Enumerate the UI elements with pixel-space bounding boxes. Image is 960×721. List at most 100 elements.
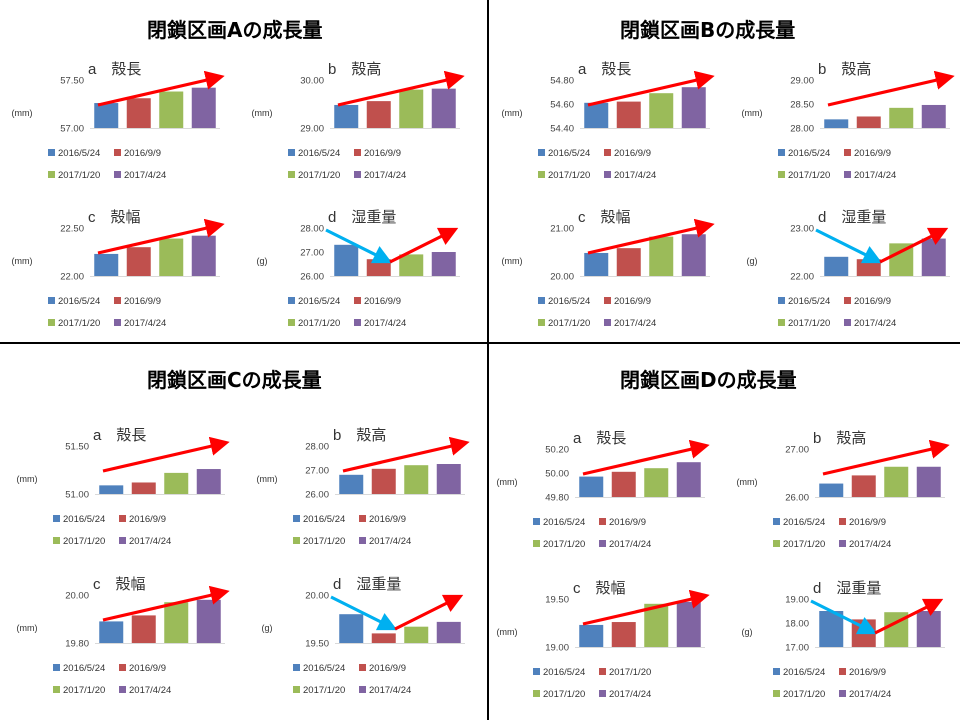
y-tick-label: 29.00 xyxy=(790,76,814,87)
chart-svg: a 殻長 (mm) 50.20 50.00 49.80 2016/5/24 2016/9/9… xyxy=(497,430,710,550)
vertical-divider xyxy=(487,0,489,720)
y-tick-label: 19.50 xyxy=(545,595,569,606)
y-axis-label: (mm) xyxy=(257,474,278,484)
legend-label: 2016/9/9 xyxy=(614,148,651,159)
chart-b-wet-weight: d 湿重量 (g) 23.00 22.00 2016/5/24 2016/9/9 2017/… xyxy=(740,206,960,346)
chart-a-shell-width: c 殻幅 (mm) 22.50 22.00 2016/5/24 2016/9/9 2017/… xyxy=(10,206,240,346)
y-tick-label: 26.00 xyxy=(300,272,324,283)
legend-swatch xyxy=(773,518,780,525)
legend-swatch xyxy=(844,319,851,326)
y-axis-label: (mm) xyxy=(497,627,518,637)
legend-swatch xyxy=(53,515,60,522)
legend-swatch xyxy=(293,686,300,693)
bar-3 xyxy=(164,472,189,494)
legend-label: 2017/4/24 xyxy=(364,318,406,329)
legend-label: 2016/5/24 xyxy=(783,667,825,678)
legend-label: 2017/1/20 xyxy=(303,536,345,547)
bar-1 xyxy=(819,611,844,647)
chart-title: b 殻高 xyxy=(333,427,386,444)
legend-swatch xyxy=(839,690,846,697)
legend-swatch xyxy=(119,664,126,671)
y-axis-label: (mm) xyxy=(502,256,523,266)
legend-swatch xyxy=(599,540,606,547)
bar-2 xyxy=(366,259,391,276)
legend-swatch xyxy=(839,518,846,525)
trend-down-arrow-icon xyxy=(325,228,393,264)
legend-label: 2016/9/9 xyxy=(609,517,646,528)
bar-4 xyxy=(191,87,216,128)
y-tick-label: 22.00 xyxy=(60,272,84,283)
y-tick-label: 23.00 xyxy=(790,224,814,235)
legend-swatch xyxy=(359,515,366,522)
legend-swatch xyxy=(53,686,60,693)
legend-swatch xyxy=(773,540,780,547)
trend-down-arrow-icon xyxy=(815,228,883,264)
y-axis-label: (mm) xyxy=(12,256,33,266)
legend-swatch xyxy=(533,518,540,525)
chart-title: a 殻長 xyxy=(578,61,631,78)
bar-3 xyxy=(884,466,909,497)
legend-label: 2017/1/20 xyxy=(58,318,100,329)
y-tick-label: 27.00 xyxy=(305,466,329,477)
legend-swatch xyxy=(604,171,611,178)
legend-label: 2016/9/9 xyxy=(614,296,651,307)
legend-label: 2016/5/24 xyxy=(303,663,345,674)
trend-up-arrow-icon xyxy=(827,70,955,107)
bar-3 xyxy=(404,465,429,494)
chart-d-shell-length: a 殻長 (mm) 50.20 50.00 49.80 2016/5/24 2016/9/9… xyxy=(495,427,725,567)
legend-swatch xyxy=(538,149,545,156)
legend-label: 2017/4/24 xyxy=(609,539,651,550)
legend-swatch xyxy=(538,297,545,304)
bar-4 xyxy=(916,611,941,647)
legend-swatch xyxy=(114,149,121,156)
trend-up-arrow-icon xyxy=(394,594,464,631)
bar-2 xyxy=(856,116,881,128)
bar-1 xyxy=(94,103,119,128)
bar-1 xyxy=(824,256,849,276)
bar-1 xyxy=(339,474,364,494)
trend-up-arrow-icon xyxy=(97,70,225,107)
chart-svg: c 殻幅 (mm) 22.50 22.00 2016/5/24 2016/9/9 2017/… xyxy=(12,209,225,329)
y-tick-label: 20.00 xyxy=(305,591,329,602)
bar-3 xyxy=(644,468,669,497)
chart-title: b 殻高 xyxy=(818,61,871,78)
y-tick-label: 54.80 xyxy=(550,76,574,87)
y-axis-label: (mm) xyxy=(497,477,518,487)
chart-c-shell-height: b 殻高 (mm) 28.00 27.00 26.00 2016/5/24 2016/9/9… xyxy=(255,424,485,564)
y-tick-label: 19.50 xyxy=(305,639,329,650)
legend-swatch xyxy=(604,319,611,326)
legend-label: 2017/4/24 xyxy=(364,170,406,181)
legend-swatch xyxy=(599,518,606,525)
y-tick-label: 54.60 xyxy=(550,100,574,111)
bar-4 xyxy=(921,104,946,128)
legend-swatch xyxy=(599,690,606,697)
y-tick-label: 26.00 xyxy=(305,490,329,501)
chart-title: c 殻幅 xyxy=(573,580,626,597)
chart-svg: b 殻高 (mm) 30.00 29.00 2016/5/24 2016/9/9 2017/… xyxy=(252,61,465,181)
legend-label: 2016/5/24 xyxy=(548,148,590,159)
legend-label: 2016/9/9 xyxy=(364,296,401,307)
legend-swatch xyxy=(533,690,540,697)
bar-2 xyxy=(126,247,151,276)
y-tick-label: 30.00 xyxy=(300,76,324,87)
legend-label: 2016/9/9 xyxy=(129,663,166,674)
legend-swatch xyxy=(773,668,780,675)
legend-swatch xyxy=(288,149,295,156)
chart-b-shell-height: b 殻高 (mm) 29.00 28.50 28.00 2016/5/24 2016/9/9… xyxy=(740,58,960,198)
y-tick-label: 28.50 xyxy=(790,100,814,111)
trend-up-arrow-icon xyxy=(389,227,459,264)
legend-swatch xyxy=(354,149,361,156)
legend-label: 2017/1/20 xyxy=(788,318,830,329)
chart-svg: b 殻高 (mm) 27.00 26.00 2016/5/24 2016/9/9 2017/… xyxy=(737,430,950,550)
legend-swatch xyxy=(288,319,295,326)
bar-1 xyxy=(824,119,849,128)
legend-swatch xyxy=(778,319,785,326)
y-tick-label: 49.80 xyxy=(545,493,569,504)
chart-title: c 殻幅 xyxy=(88,209,141,226)
legend-swatch xyxy=(844,149,851,156)
chart-a-wet-weight: d 湿重量 (g) 28.00 27.00 26.00 2016/5/24 2016/9/9… xyxy=(250,206,480,346)
legend-label: 2016/5/24 xyxy=(543,667,585,678)
y-tick-label: 28.00 xyxy=(305,442,329,453)
bar-4 xyxy=(191,235,216,276)
y-axis-label: (mm) xyxy=(12,108,33,118)
